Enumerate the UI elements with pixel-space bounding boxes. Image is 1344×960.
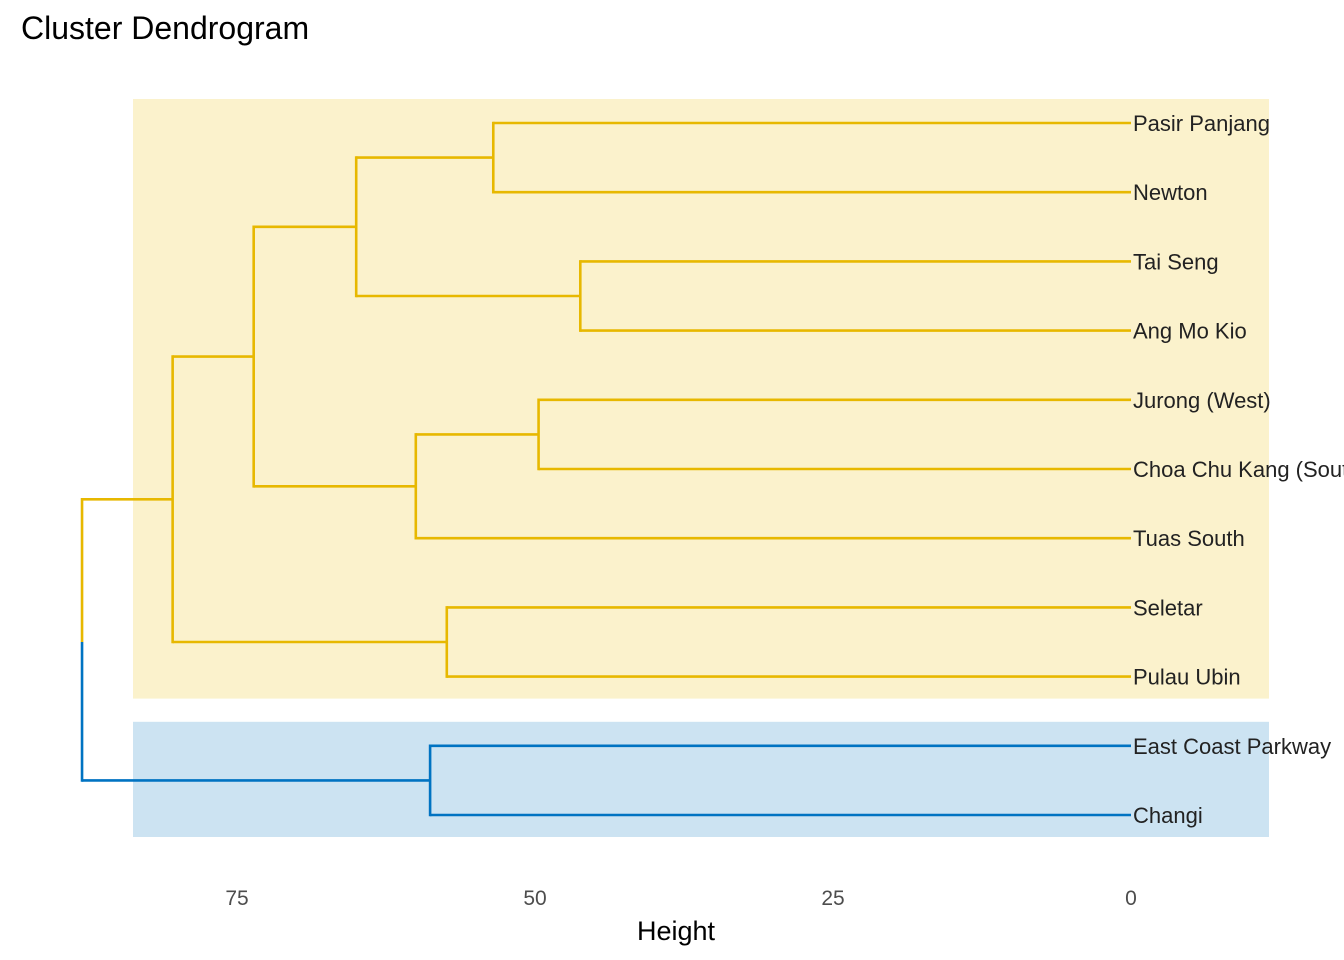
leaf-label-tai-seng: Tai Seng xyxy=(1133,249,1219,274)
x-axis-ticks: 75 50 25 0 xyxy=(225,887,1137,910)
leaf-label-ang-mo-kio: Ang Mo Kio xyxy=(1133,319,1247,344)
x-tick-label: 25 xyxy=(821,887,844,910)
x-tick-label: 75 xyxy=(225,887,248,910)
leaf-label-changi: Changi xyxy=(1133,803,1203,828)
leaf-label-tuas-south: Tuas South xyxy=(1133,526,1245,551)
x-axis-title: Height xyxy=(637,916,716,946)
dendrogram-branches xyxy=(80,121,1131,817)
x-tick-label: 50 xyxy=(523,887,546,910)
chart-title: Cluster Dendrogram xyxy=(21,10,310,46)
x-tick-label: 0 xyxy=(1125,887,1137,910)
leaf-label-pulau-ubin: Pulau Ubin xyxy=(1133,665,1241,690)
leaf-label-seletar: Seletar xyxy=(1133,595,1203,620)
leaf-label-jurong-west: Jurong (West) xyxy=(1133,388,1271,413)
leaf-label-newton: Newton xyxy=(1133,180,1208,205)
leaf-label-pasir-panjang: Pasir Panjang xyxy=(1133,111,1270,136)
leaf-labels: Pasir Panjang Newton Tai Seng Ang Mo Kio Jur… xyxy=(1133,111,1344,828)
leaf-label-choa-chu-kang-south: Choa Chu Kang (South) xyxy=(1133,457,1344,482)
leaf-label-east-coast-parkway: East Coast Parkway xyxy=(1133,734,1331,759)
